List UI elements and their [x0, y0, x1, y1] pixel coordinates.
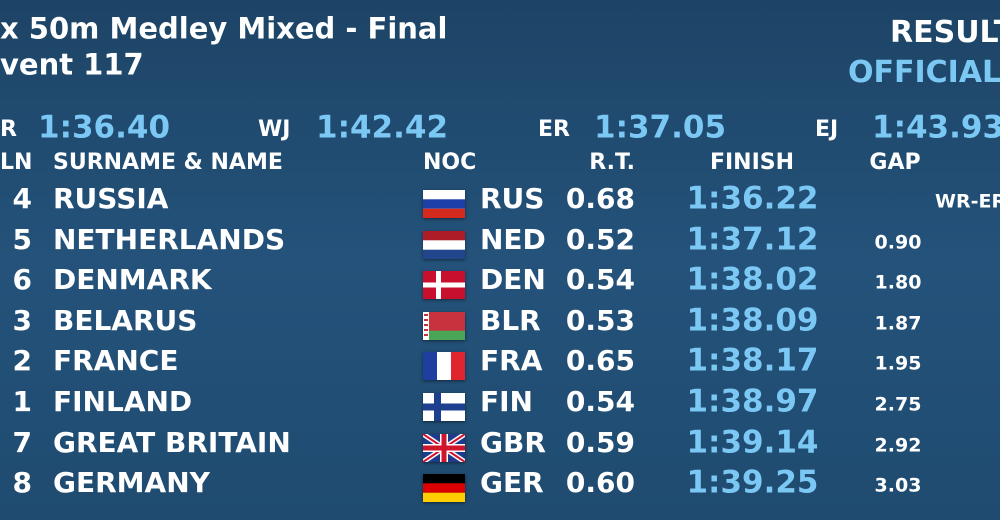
- noc: BLR: [480, 303, 541, 337]
- gap: WR-ER: [935, 190, 1000, 213]
- lane: 4: [12, 182, 32, 215]
- flag-icon: [421, 431, 467, 464]
- reaction-time: 0.65: [565, 344, 635, 378]
- status: RESULT: [890, 15, 1000, 50]
- lane: 3: [12, 303, 32, 337]
- lane: 1: [12, 385, 32, 418]
- record-label: ER: [538, 117, 570, 142]
- flag-icon: [423, 474, 465, 503]
- noc: FIN: [480, 385, 533, 418]
- team-name: GERMANY: [53, 466, 210, 500]
- reaction-time: 0.68: [565, 182, 635, 215]
- lane: 8: [12, 466, 32, 500]
- column-header: GAP: [869, 150, 921, 175]
- noc: NED: [480, 222, 546, 256]
- team-name: NETHERLANDS: [53, 222, 286, 256]
- record-time: 1:43.93: [872, 109, 1000, 146]
- team-name: BELARUS: [53, 303, 198, 337]
- lane: 5: [12, 222, 32, 256]
- flag: [421, 431, 467, 464]
- record-label: EJ: [815, 117, 839, 142]
- reaction-time: 0.53: [565, 303, 635, 337]
- column-header: R.T.: [589, 150, 635, 175]
- finish-time: 1:36.22: [686, 180, 819, 217]
- noc: DEN: [480, 263, 546, 297]
- noc: FRA: [480, 344, 543, 378]
- finish-time: 1:38.09: [686, 302, 819, 339]
- gap: 2.92: [874, 434, 922, 457]
- lane: 6: [12, 263, 32, 297]
- record-label: R: [0, 117, 17, 142]
- gap: 3.03: [874, 474, 922, 497]
- noc: GBR: [480, 425, 546, 459]
- finish-time: 1:37.12: [686, 221, 819, 258]
- flag: [423, 393, 465, 421]
- finish-time: 1:38.97: [686, 383, 819, 420]
- flag: [423, 352, 465, 381]
- record-time: 1:37.05: [594, 109, 727, 146]
- finish-time: 1:39.25: [686, 464, 819, 501]
- gap: 0.90: [874, 231, 922, 254]
- flag: [423, 230, 465, 259]
- flag-icon: [423, 230, 465, 259]
- reaction-time: 0.54: [565, 263, 635, 297]
- gap: 1.95: [874, 352, 922, 375]
- team-name: FRANCE: [53, 344, 179, 378]
- finish-time: 1:38.17: [686, 342, 819, 379]
- lane: 2: [12, 344, 32, 378]
- finish-time: 1:39.14: [686, 424, 819, 461]
- team-name: RUSSIA: [53, 182, 169, 215]
- title: x 50m Medley Mixed - Final: [0, 11, 448, 46]
- flag-icon: [423, 352, 465, 381]
- column-header: LN: [0, 150, 33, 175]
- team-name: GREAT BRITAIN: [53, 425, 291, 459]
- column-header: NOC: [423, 150, 477, 175]
- flag: [423, 271, 465, 300]
- lane: 7: [12, 425, 32, 459]
- team-name: DENMARK: [53, 263, 212, 297]
- flag-icon: [423, 393, 465, 421]
- flag-icon: [423, 190, 465, 218]
- flag: [423, 311, 465, 340]
- status: OFFICIAL: [848, 55, 1000, 90]
- flag: [423, 474, 465, 503]
- event: vent 117: [0, 47, 144, 82]
- record-label: WJ: [258, 117, 291, 142]
- record-time: 1:42.42: [316, 109, 449, 146]
- reaction-time: 0.60: [565, 466, 635, 500]
- noc: GER: [480, 466, 544, 500]
- reaction-time: 0.59: [565, 425, 635, 459]
- gap: 1.80: [874, 271, 922, 294]
- team-name: FINLAND: [53, 385, 193, 418]
- flag: [423, 190, 465, 218]
- gap: 1.87: [874, 312, 922, 335]
- gap: 2.75: [874, 393, 922, 416]
- column-header: FINISH: [709, 150, 795, 175]
- reaction-time: 0.54: [565, 385, 635, 418]
- reaction-time: 0.52: [565, 222, 635, 256]
- finish-time: 1:38.02: [686, 261, 819, 298]
- record-time: 1:36.40: [38, 109, 171, 146]
- flag-icon: [423, 311, 465, 340]
- flag-icon: [423, 271, 465, 300]
- noc: RUS: [480, 182, 545, 215]
- column-header: SURNAME & NAME: [53, 150, 283, 175]
